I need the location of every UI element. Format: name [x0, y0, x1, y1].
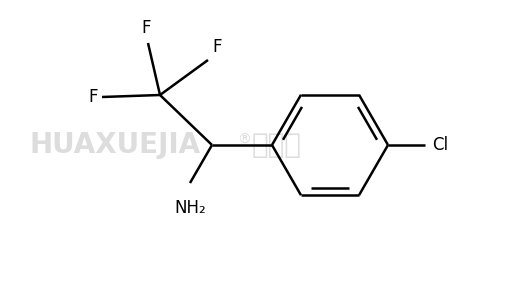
Text: F: F	[212, 38, 221, 56]
Text: ®: ®	[237, 133, 251, 147]
Text: HUAXUEJIA: HUAXUEJIA	[30, 131, 201, 159]
Text: Cl: Cl	[432, 136, 448, 154]
Text: F: F	[141, 19, 151, 37]
Text: 化学加: 化学加	[252, 131, 302, 159]
Text: NH₂: NH₂	[174, 199, 206, 217]
Text: F: F	[88, 88, 98, 106]
